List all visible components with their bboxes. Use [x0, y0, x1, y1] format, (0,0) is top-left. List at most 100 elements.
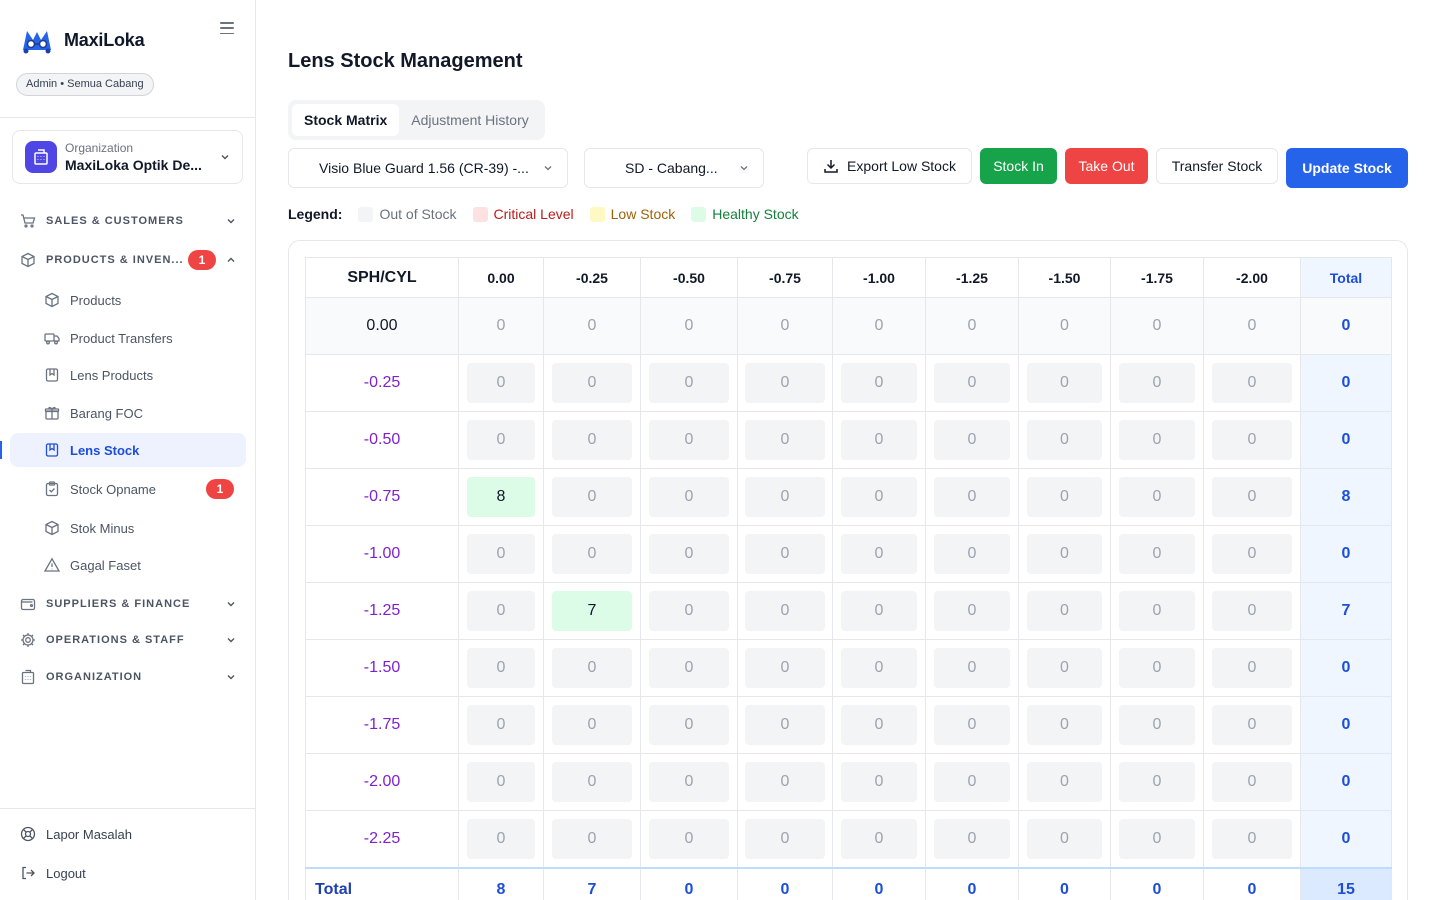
stock-cell-value[interactable]: 0 [552, 648, 632, 688]
stock-cell-value[interactable]: 0 [496, 317, 506, 334]
stock-cell-value[interactable]: 0 [841, 477, 917, 517]
stock-cell-value[interactable]: 0 [1027, 762, 1102, 802]
stock-cell-value[interactable]: 0 [745, 420, 825, 460]
stock-cell-value[interactable]: 0 [1119, 591, 1195, 631]
stock-cell-value[interactable]: 0 [1060, 317, 1069, 334]
logout-link[interactable]: Logout [20, 863, 86, 883]
stock-cell-value[interactable]: 0 [745, 477, 825, 517]
stock-cell-value[interactable]: 0 [745, 363, 825, 403]
stock-cell-value[interactable]: 0 [649, 363, 729, 403]
stock-cell-value[interactable]: 0 [1027, 477, 1102, 517]
branch-select[interactable]: SD - Cabang... [584, 148, 764, 188]
stock-cell-value[interactable]: 0 [649, 818, 729, 859]
stock-cell-value[interactable]: 0 [841, 648, 917, 688]
stock-cell-value[interactable]: 0 [1247, 317, 1257, 334]
stock-cell-value[interactable]: 0 [934, 818, 1010, 859]
stock-cell-value[interactable]: 0 [1027, 818, 1102, 859]
stock-cell-value[interactable]: 0 [1119, 363, 1195, 403]
stock-cell-value[interactable]: 0 [552, 762, 632, 802]
stock-cell-value[interactable]: 0 [841, 818, 917, 859]
stock-cell-value[interactable]: 0 [934, 420, 1010, 460]
sidebar-item-stok-minus[interactable]: Stok Minus [10, 511, 246, 545]
stock-cell-value[interactable]: 0 [552, 363, 632, 403]
stock-cell-value[interactable]: 0 [467, 705, 535, 745]
tab-adjustment-history[interactable]: Adjustment History [411, 112, 529, 128]
organization-switcher[interactable]: Organization MaxiLoka Optik De... [12, 130, 243, 184]
report-issue-link[interactable]: Lapor Masalah [20, 824, 132, 844]
stock-cell-value[interactable]: 0 [934, 762, 1010, 802]
stock-in-button[interactable]: Stock In [980, 148, 1057, 184]
stock-cell-value[interactable]: 0 [1212, 762, 1292, 802]
stock-cell-value[interactable]: 0 [467, 591, 535, 631]
stock-cell-value[interactable]: 0 [1027, 420, 1102, 460]
stock-cell-value[interactable]: 0 [841, 591, 917, 631]
stock-cell-value[interactable]: 0 [467, 420, 535, 460]
stock-cell-value[interactable]: 0 [1119, 705, 1195, 745]
stock-cell-value[interactable]: 0 [1212, 591, 1292, 631]
stock-cell-value[interactable]: 0 [967, 317, 977, 334]
stock-cell-value[interactable]: 0 [552, 534, 632, 574]
brand[interactable]: MaxiLoka [20, 26, 145, 54]
stock-cell-value[interactable]: 0 [1119, 818, 1195, 859]
stock-cell-value[interactable]: 0 [467, 762, 535, 802]
stock-cell-value[interactable]: 0 [841, 363, 917, 403]
sidebar-item-gagal-faset[interactable]: Gagal Faset [10, 548, 246, 582]
stock-cell-value[interactable]: 0 [841, 534, 917, 574]
stock-cell-value[interactable]: 0 [1212, 648, 1292, 688]
sidebar-item-products[interactable]: Products [10, 283, 246, 317]
stock-cell-value[interactable]: 0 [1027, 648, 1102, 688]
stock-cell-value[interactable]: 0 [649, 591, 729, 631]
stock-cell-value[interactable]: 0 [745, 762, 825, 802]
export-low-stock-button[interactable]: Export Low Stock [807, 148, 972, 184]
tab-stock-matrix[interactable]: Stock Matrix [292, 104, 400, 136]
product-select[interactable]: Visio Blue Guard 1.56 (CR-39) -... [288, 148, 568, 188]
stock-cell-value[interactable]: 0 [552, 818, 632, 859]
stock-cell-value[interactable]: 0 [745, 705, 825, 745]
update-stock-button[interactable]: Update Stock [1286, 148, 1408, 188]
stock-cell-value[interactable]: 0 [780, 317, 790, 334]
stock-cell-value[interactable]: 0 [1212, 477, 1292, 517]
stock-cell-value[interactable]: 0 [841, 705, 917, 745]
stock-cell-value[interactable]: 0 [1027, 591, 1102, 631]
stock-cell-value[interactable]: 0 [467, 648, 535, 688]
stock-cell-value[interactable]: 0 [552, 420, 632, 460]
stock-cell-value[interactable]: 0 [467, 363, 535, 403]
stock-cell-value[interactable]: 0 [1119, 762, 1195, 802]
stock-cell-value[interactable]: 0 [1119, 648, 1195, 688]
stock-cell-value[interactable]: 0 [552, 705, 632, 745]
take-out-button[interactable]: Take Out [1065, 148, 1148, 184]
stock-cell-value[interactable]: 0 [1027, 534, 1102, 574]
stock-cell-value[interactable]: 0 [934, 705, 1010, 745]
stock-cell-value[interactable]: 0 [934, 648, 1010, 688]
sidebar-item-stock-opname[interactable]: Stock Opname 1 [10, 472, 246, 506]
stock-cell-value[interactable]: 0 [1027, 705, 1102, 745]
stock-cell-value[interactable]: 0 [934, 363, 1010, 403]
stock-cell-value[interactable]: 0 [1212, 705, 1292, 745]
nav-section-sales-customers[interactable]: SALES & CUSTOMERS [20, 211, 236, 231]
stock-cell-value[interactable]: 0 [874, 317, 884, 334]
stock-cell-value[interactable]: 0 [934, 477, 1010, 517]
stock-cell-value[interactable]: 0 [649, 477, 729, 517]
stock-cell-value[interactable]: 0 [841, 420, 917, 460]
stock-cell-value[interactable]: 0 [745, 648, 825, 688]
sidebar-item-product-transfers[interactable]: Product Transfers [10, 321, 246, 355]
menu-toggle-icon[interactable] [220, 22, 234, 34]
stock-cell-value[interactable]: 0 [467, 818, 535, 859]
stock-cell-value[interactable]: 0 [649, 420, 729, 460]
stock-cell-value[interactable]: 8 [467, 477, 535, 517]
stock-cell-value[interactable]: 0 [745, 818, 825, 859]
nav-section-products-inventory[interactable]: PRODUCTS & INVEN... 1 [20, 250, 236, 270]
stock-cell-value[interactable]: 0 [1119, 534, 1195, 574]
stock-cell-value[interactable]: 0 [1212, 363, 1292, 403]
stock-cell-value[interactable]: 0 [745, 591, 825, 631]
stock-cell-value[interactable]: 0 [1212, 818, 1292, 859]
sidebar-item-barang-foc[interactable]: Barang FOC [10, 396, 246, 430]
nav-section-organization[interactable]: ORGANIZATION [20, 667, 236, 687]
stock-cell-value[interactable]: 0 [745, 534, 825, 574]
stock-cell-value[interactable]: 0 [934, 591, 1010, 631]
stock-cell-value[interactable]: 0 [684, 317, 694, 334]
stock-cell-value[interactable]: 0 [467, 534, 535, 574]
stock-cell-value[interactable]: 0 [1119, 477, 1195, 517]
stock-cell-value[interactable]: 0 [1027, 363, 1102, 403]
stock-cell-value[interactable]: 0 [1152, 317, 1162, 334]
